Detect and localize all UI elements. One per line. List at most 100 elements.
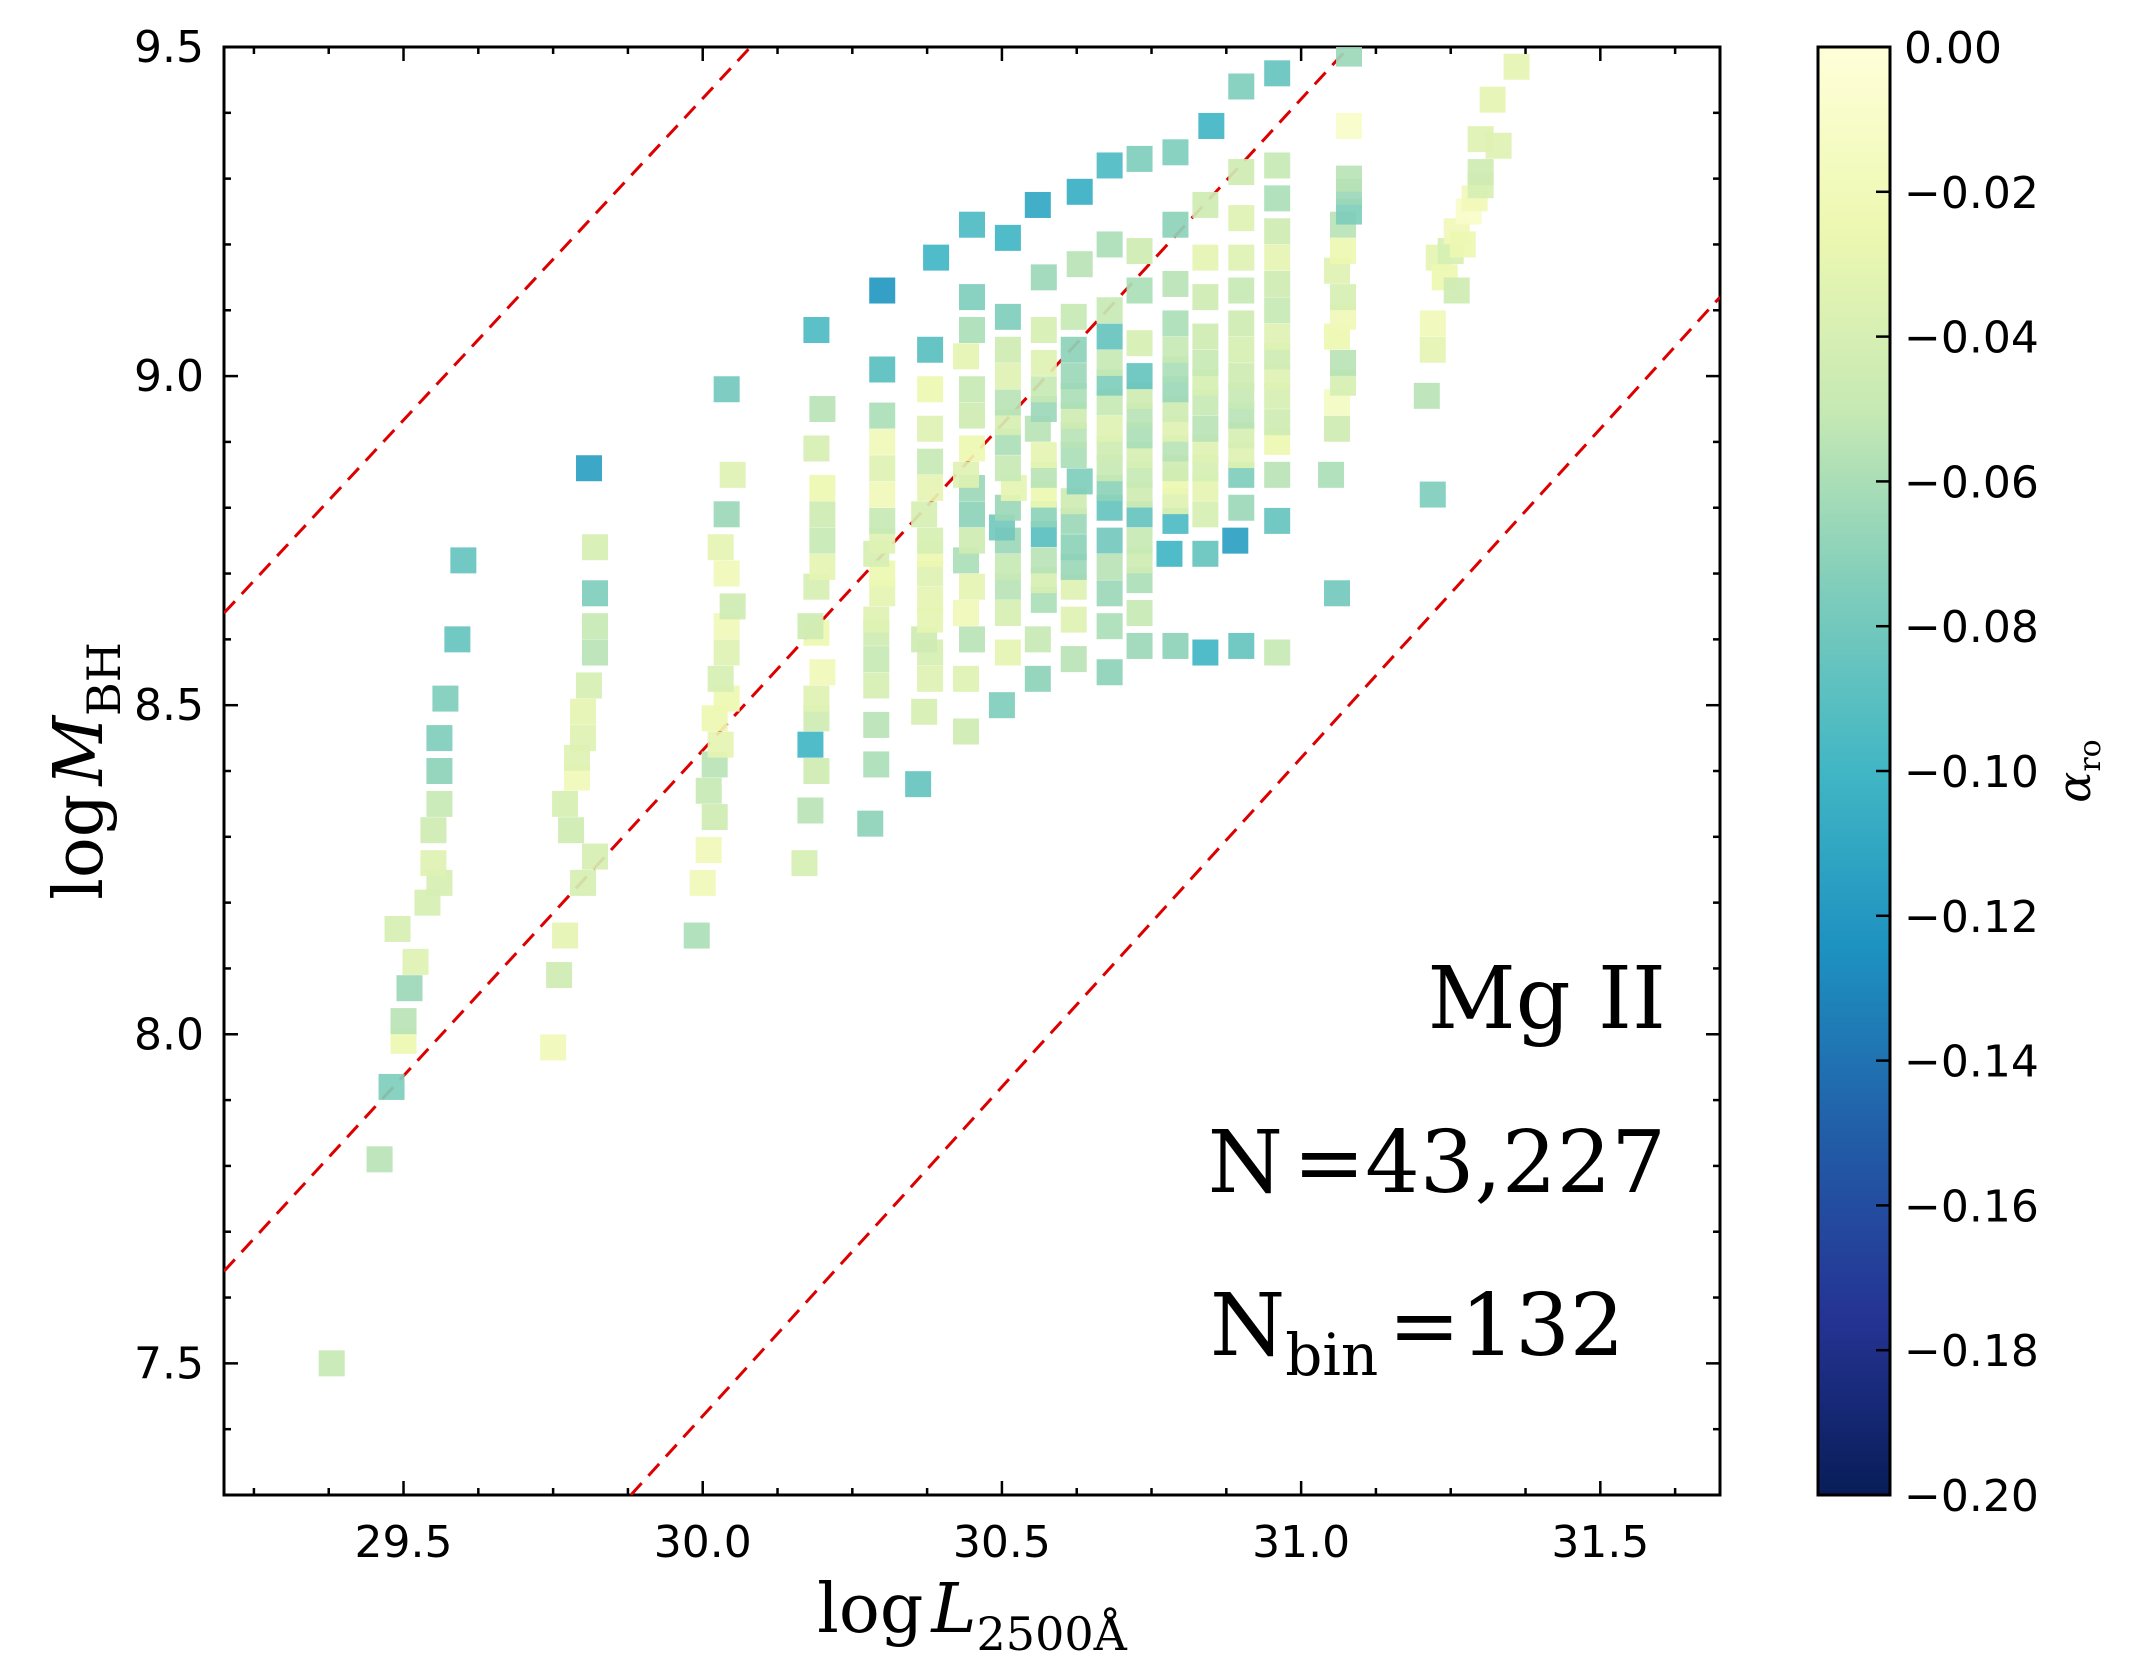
x-tick-label: 29.5 <box>355 1517 453 1568</box>
data-point <box>1024 626 1051 653</box>
x-tick-label: 30.0 <box>654 1517 752 1568</box>
data-point <box>994 224 1021 251</box>
data-point <box>988 692 1015 719</box>
data-point <box>994 455 1021 482</box>
data-point <box>1198 112 1225 139</box>
colorbar-tick-label: −0.16 <box>1904 1181 2039 1232</box>
data-point <box>1413 382 1440 409</box>
data-point <box>869 507 896 534</box>
data-point <box>1467 159 1494 186</box>
data-point <box>366 1146 393 1173</box>
data-point <box>1126 527 1153 554</box>
colorbar-label-alpha: α <box>2047 772 2101 803</box>
x-tick-label: 31.0 <box>1252 1517 1350 1568</box>
data-point <box>1030 376 1057 403</box>
data-point <box>797 797 824 824</box>
data-point <box>863 606 890 633</box>
data-point <box>1060 646 1087 673</box>
colorbar-tick-label: −0.18 <box>1904 1326 2039 1377</box>
data-point <box>1096 231 1123 258</box>
data-point <box>905 771 932 798</box>
data-point <box>713 560 740 587</box>
data-point <box>959 501 985 528</box>
data-point <box>1060 363 1087 390</box>
data-point <box>863 751 890 778</box>
data-point <box>719 593 746 620</box>
data-point <box>911 698 938 725</box>
reference-line-3 <box>629 296 1720 1495</box>
data-point <box>994 363 1021 390</box>
data-point <box>719 461 746 488</box>
x-axis-ticks: 29.5 30.0 30.5 31.0 31.5 <box>252 47 1677 1568</box>
data-point <box>1264 60 1291 87</box>
data-point <box>809 474 836 501</box>
data-point <box>420 817 447 844</box>
y-tick-label: 7.5 <box>134 1338 204 1389</box>
data-point <box>1096 323 1123 350</box>
colorbar-tick-label: −0.12 <box>1904 892 2039 943</box>
x-tick-label: 30.5 <box>953 1517 1051 1568</box>
data-point <box>1024 191 1051 218</box>
data-point <box>1126 145 1153 172</box>
y-axis-label-log: log <box>40 794 119 900</box>
data-point <box>1324 415 1351 442</box>
data-point <box>917 336 944 363</box>
data-point <box>869 277 896 304</box>
colorbar-label: αro <box>2047 739 2108 802</box>
nbin-annotation: Nbin =132 <box>1210 1276 1625 1389</box>
data-point <box>1096 659 1123 686</box>
data-point <box>713 376 740 403</box>
data-point <box>809 553 836 580</box>
data-point <box>797 613 824 640</box>
data-point <box>1060 534 1087 561</box>
data-point <box>809 527 836 554</box>
data-point <box>558 817 585 844</box>
y-tick-label: 8.5 <box>134 680 204 731</box>
data-point <box>1126 330 1153 357</box>
data-point <box>809 501 836 528</box>
data-point <box>1126 238 1153 265</box>
data-point <box>1335 47 1362 67</box>
data-point <box>803 317 830 344</box>
data-point <box>582 843 609 870</box>
data-point <box>1192 244 1219 271</box>
data-point <box>444 626 471 653</box>
data-point <box>1192 639 1219 666</box>
nbin-value: 132 <box>1460 1276 1624 1376</box>
data-point <box>1066 251 1093 278</box>
data-point <box>1443 277 1470 304</box>
y-axis-label: logMBH <box>40 642 131 900</box>
data-point <box>1156 540 1183 567</box>
data-point <box>917 527 944 554</box>
colorbar-tick-label: −0.14 <box>1904 1037 2039 1088</box>
data-point <box>450 547 477 574</box>
y-axis-label-var: M <box>40 714 119 788</box>
data-point <box>1330 349 1357 376</box>
data-point <box>1264 409 1291 436</box>
data-point <box>318 1350 345 1377</box>
data-point <box>570 725 597 752</box>
data-point <box>1060 606 1087 633</box>
data-point <box>959 284 985 311</box>
reference-line-2 <box>224 47 1351 1273</box>
data-point <box>420 850 447 877</box>
data-point <box>803 685 830 712</box>
data-point <box>1030 547 1057 574</box>
n-equals: = <box>1293 1113 1365 1213</box>
data-point <box>1335 112 1362 139</box>
data-point <box>917 376 944 403</box>
data-point <box>713 639 740 666</box>
data-point <box>390 1008 417 1035</box>
data-point <box>863 711 890 738</box>
data-point <box>1264 461 1291 488</box>
data-point <box>1449 231 1476 258</box>
data-point <box>1192 323 1219 350</box>
y-tick-label: 9.0 <box>134 351 204 402</box>
data-point <box>576 455 603 482</box>
colorbar-label-sub: ro <box>2073 739 2108 771</box>
data-point <box>857 810 884 837</box>
data-point <box>1264 323 1291 350</box>
data-point <box>1162 270 1189 297</box>
data-point <box>1264 507 1291 534</box>
data-point <box>917 415 944 442</box>
